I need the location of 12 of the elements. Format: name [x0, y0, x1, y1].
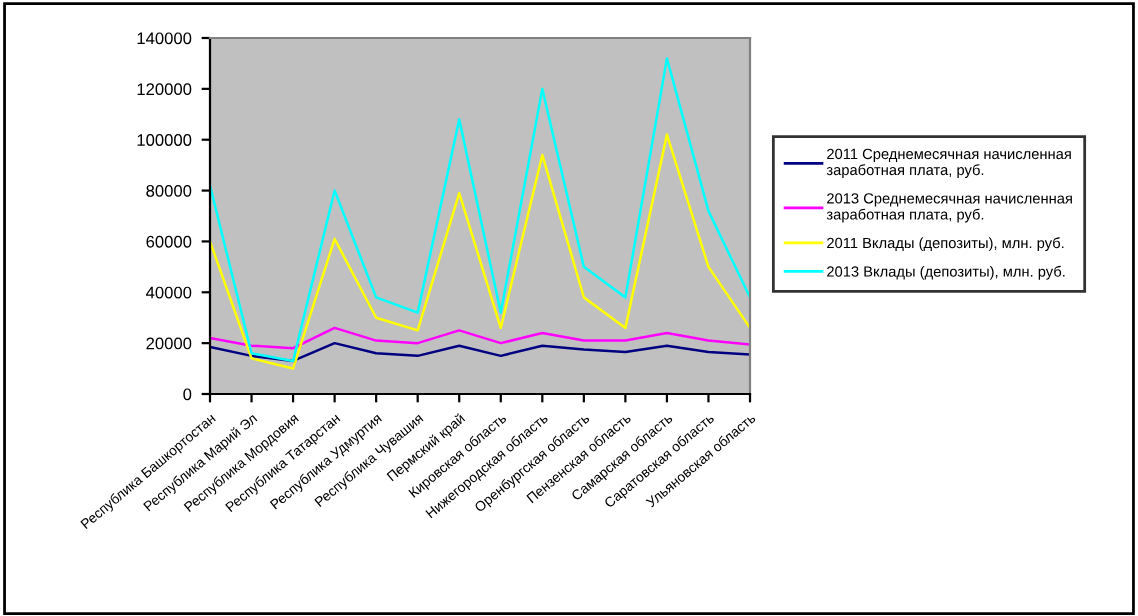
- line-series: [210, 57, 750, 363]
- y-tick-label: 60000: [146, 235, 192, 248]
- y-tick-label: 40000: [145, 286, 192, 299]
- line-series: [210, 326, 750, 350]
- y-tick-label: 0: [183, 388, 192, 401]
- y-tick-label: 100000: [137, 134, 192, 146]
- line-series: [210, 341, 750, 363]
- line-series: [210, 133, 750, 370]
- y-tick-label: 80000: [146, 184, 192, 197]
- y-tick-label: 120000: [137, 83, 192, 96]
- y-tick-label: 140000: [137, 32, 192, 45]
- y-tick-label: 20000: [146, 337, 192, 350]
